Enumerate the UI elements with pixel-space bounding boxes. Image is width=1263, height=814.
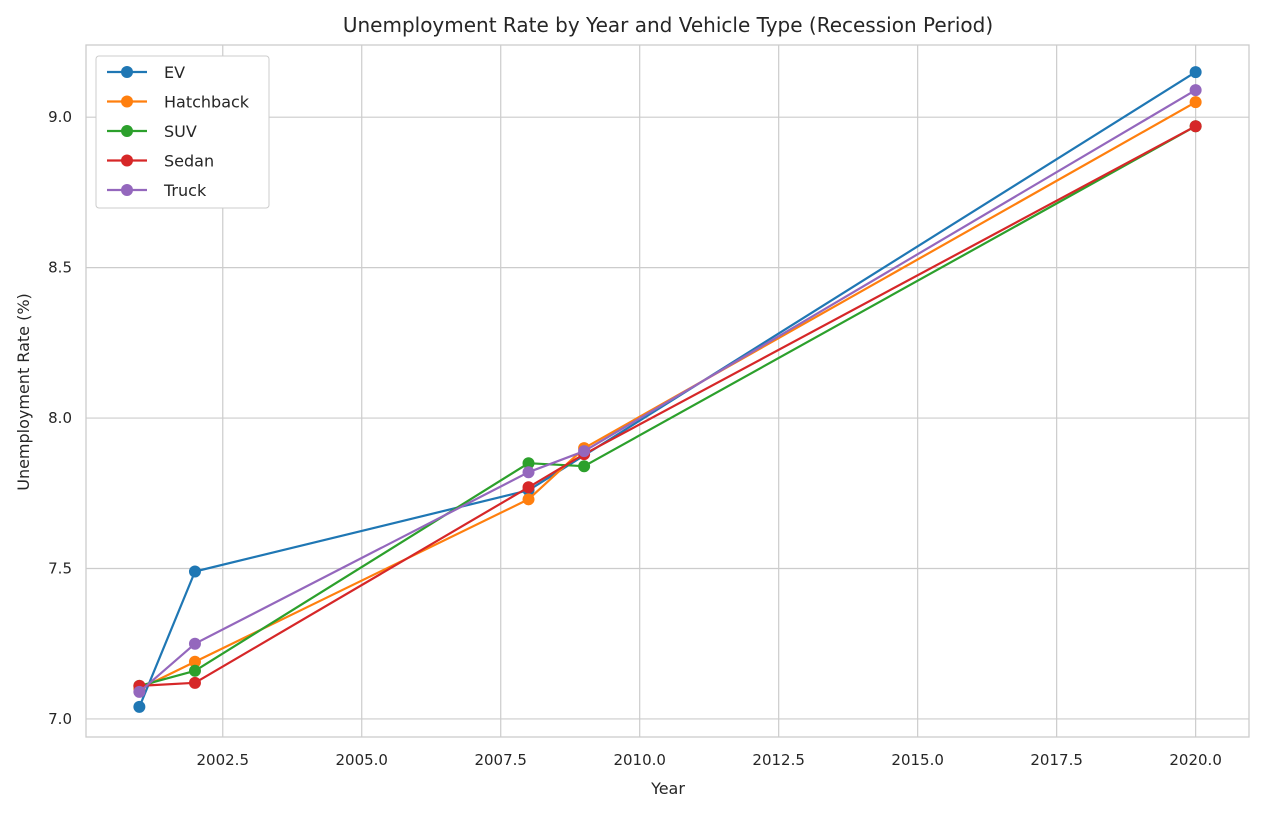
y-tick-label: 9.0 <box>48 108 72 126</box>
data-point-truck <box>1189 84 1202 97</box>
data-point-truck <box>578 445 591 458</box>
x-tick-label: 2015.0 <box>891 751 944 769</box>
data-point-suv <box>578 460 591 473</box>
series-hatchback <box>133 96 1202 695</box>
data-point-hatchback <box>522 493 535 506</box>
x-tick-label: 2005.0 <box>335 751 388 769</box>
legend-label-sedan: Sedan <box>164 152 214 171</box>
series-truck <box>133 84 1202 698</box>
legend-swatch-marker-hatchback <box>121 95 133 108</box>
legend-swatch-marker-suv <box>121 125 133 137</box>
x-axis-label: Year <box>650 779 685 798</box>
data-point-sedan <box>522 481 535 494</box>
legend-label-ev: EV <box>164 63 185 82</box>
series-line-sedan <box>139 125 1197 687</box>
series-sedan <box>133 120 1202 692</box>
legend-swatch-marker-sedan <box>121 154 133 167</box>
legend-swatch-marker-truck <box>121 184 133 196</box>
y-tick-label: 7.5 <box>48 560 72 578</box>
data-point-ev <box>1189 66 1202 79</box>
legend-swatch-marker-ev <box>121 66 133 78</box>
x-axis-ticks: 2002.5 2005.0 2007.5 2010.0 2012.5 2015.0 2017… <box>197 751 1222 769</box>
series-line-hatchback <box>138 101 1197 690</box>
series-ev <box>133 66 1202 713</box>
data-point-truck <box>188 637 201 650</box>
legend-box <box>95 55 270 209</box>
data-point-truck <box>133 685 146 698</box>
series-lines <box>133 66 1202 713</box>
x-tick-label: 2002.5 <box>197 751 250 769</box>
legend-label-suv: SUV <box>164 122 197 141</box>
data-point-suv <box>522 457 535 470</box>
x-tick-label: 2007.5 <box>474 751 527 769</box>
gridlines <box>86 45 1249 737</box>
series-line-truck <box>138 89 1197 693</box>
y-tick-label: 7.0 <box>48 710 72 728</box>
y-axis-label: Unemployment Rate (%) <box>14 293 33 491</box>
plot-frame <box>85 44 1250 738</box>
x-tick-label: 2012.5 <box>752 751 805 769</box>
chart-title: Unemployment Rate by Year and Vehicle Ty… <box>343 13 993 37</box>
data-point-hatchback <box>188 655 201 668</box>
data-point-sedan <box>1189 120 1202 133</box>
legend: EV Hatchback SUV Sedan Truck <box>95 55 270 209</box>
data-point-ev <box>133 700 146 713</box>
y-tick-label: 8.0 <box>48 409 72 427</box>
data-point-truck <box>522 466 535 479</box>
legend-label-hatchback: Hatchback <box>164 93 250 112</box>
data-point-ev <box>188 565 201 578</box>
data-point-hatchback <box>1189 96 1202 109</box>
series-line-ev <box>138 71 1197 708</box>
x-tick-label: 2017.5 <box>1030 751 1083 769</box>
data-point-suv <box>188 664 201 677</box>
y-tick-label: 8.5 <box>48 259 72 277</box>
y-axis-ticks: 7.0 7.5 8.0 8.5 9.0 <box>48 108 72 728</box>
data-point-sedan <box>188 676 201 689</box>
x-tick-label: 2020.0 <box>1169 751 1222 769</box>
x-tick-label: 2010.0 <box>613 751 666 769</box>
legend-label-truck: Truck <box>163 181 207 200</box>
series-suv <box>133 120 1202 692</box>
